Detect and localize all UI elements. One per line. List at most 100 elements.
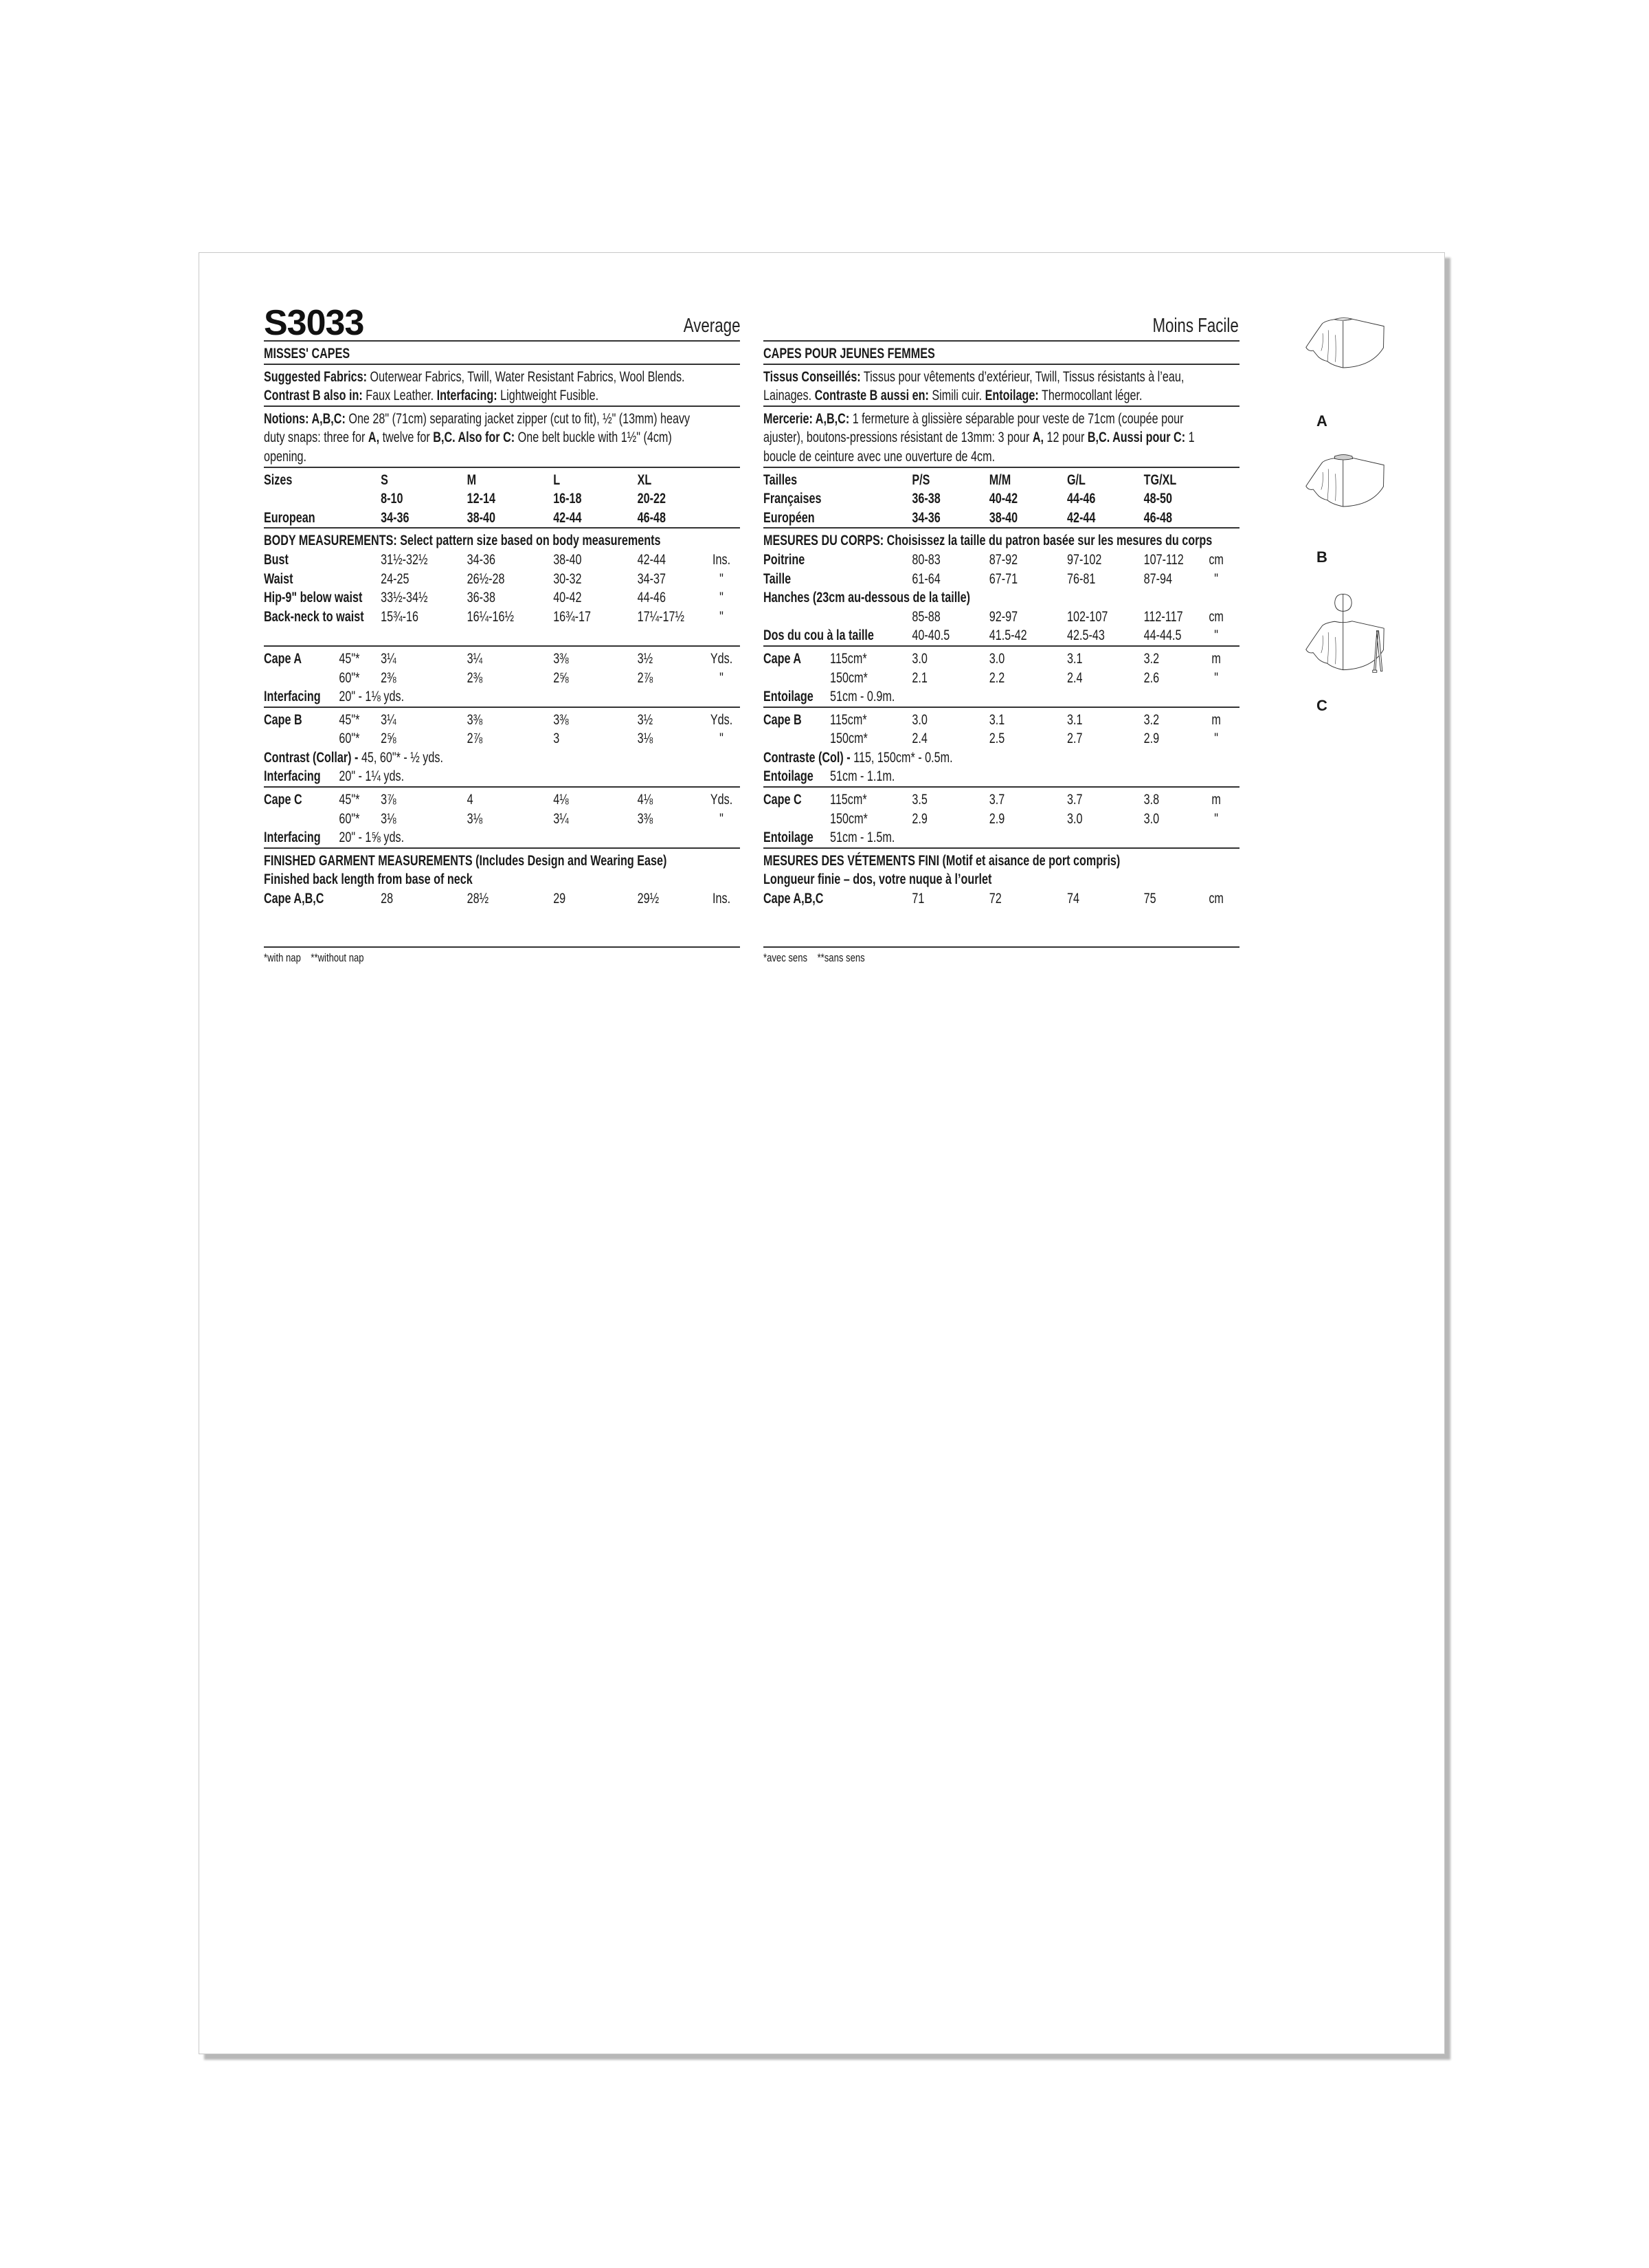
table-row bbox=[264, 626, 740, 645]
table-row: Mercerie: A,B,C: 1 fermeture à glissière… bbox=[763, 410, 1239, 429]
size-value-cell: 61-64 bbox=[912, 570, 941, 587]
unit-cell: m bbox=[1211, 711, 1221, 728]
size-value-cell: 3⅞ bbox=[381, 792, 396, 808]
section: Tissus Conseillés: Tissus pour vêtements… bbox=[763, 363, 1239, 405]
size-value-cell: 85-88 bbox=[912, 608, 941, 625]
size-value-cell: 38-40 bbox=[989, 509, 1018, 526]
text-segment: Longueur finie – dos, votre nuque à l’ou… bbox=[763, 871, 992, 888]
size-value-cell: M bbox=[467, 471, 477, 488]
size-value-cell: 42-44 bbox=[553, 509, 582, 526]
table-row: MISSES' CAPES bbox=[264, 344, 740, 364]
size-value-cell: 2.2 bbox=[989, 669, 1005, 686]
size-value-cell: 34-36 bbox=[912, 509, 941, 526]
section: Cape B 45"* 3¼ 3⅜ 3⅜ 3½ Yds. 60"* 2⅝ 2⅞ 3 3⅛ " Contra… bbox=[264, 706, 740, 786]
text-segment: Contraste B aussi en: bbox=[814, 388, 929, 404]
size-value-cell: 42-44 bbox=[637, 551, 666, 568]
text-segment: Outerwear Fabrics, Twill, Water Resistan… bbox=[367, 368, 685, 385]
section: Cape B 115cm* 3.0 3.1 3.1 3.2 m 150cm* 2.4 2.5 2.7… bbox=[763, 706, 1239, 786]
section: Tailles P/S M/M G/L TG/XL Françaises 36-38 40-4… bbox=[763, 466, 1239, 528]
size-value-cell: 3.1 bbox=[1066, 650, 1083, 667]
section: MESURES DU CORPS: Choisissez la taille d… bbox=[763, 527, 1239, 645]
table-row: duty snaps: three for A, twelve for B,C.… bbox=[264, 428, 740, 447]
size-value-cell: 2.4 bbox=[1066, 669, 1083, 686]
table-row: Contrast (Collar) - 45, 60"* - ½ yds. bbox=[264, 748, 740, 768]
table-row bbox=[763, 909, 1239, 928]
size-value-cell: 2.7 bbox=[1066, 731, 1083, 747]
size-value-cell: 20-22 bbox=[637, 491, 666, 507]
table-row: Cape C 115cm* 3.5 3.7 3.7 3.8 m bbox=[763, 790, 1239, 810]
unit-cell: " bbox=[1214, 669, 1218, 686]
table-row: Tailles P/S M/M G/L TG/XL bbox=[763, 471, 1239, 490]
row-label: Cape A bbox=[763, 650, 802, 667]
pattern-envelope-page bbox=[199, 252, 1445, 2054]
size-value-cell: 71 bbox=[912, 891, 925, 907]
row-label: Cape A,B,C bbox=[264, 891, 324, 907]
french-column: CAPES POUR JEUNES FEMMES Tissus Conseillé… bbox=[763, 340, 1239, 967]
unit-cell: Yds. bbox=[710, 650, 733, 667]
table-row: Contrast B also in: Faux Leather. Interf… bbox=[264, 386, 740, 405]
size-value-cell: 2.1 bbox=[912, 669, 928, 686]
text-segment: Contraste (Col) - bbox=[763, 749, 851, 766]
size-value-cell: 3⅛ bbox=[467, 810, 483, 827]
size-value-cell: 3½ bbox=[637, 711, 653, 728]
unit-cell: " bbox=[719, 590, 723, 606]
view-label-b: B bbox=[1316, 548, 1327, 566]
section: Suggested Fabrics: Outerwear Fabrics, Tw… bbox=[264, 363, 740, 405]
size-value-cell: 2.9 bbox=[912, 810, 928, 827]
section: Cape A 115cm* 3.0 3.0 3.1 3.2 m 150cm* 2.1 2.2 2.4… bbox=[763, 645, 1239, 707]
table-row: Cape B 115cm* 3.0 3.1 3.1 3.2 m bbox=[763, 711, 1239, 730]
size-value-cell: 3⅜ bbox=[553, 711, 569, 728]
text-segment: Lightweight Fusible. bbox=[497, 388, 599, 404]
text-segment: MESURES DU CORPS: Choisissez la taille d… bbox=[763, 533, 1213, 549]
text-segment: ajuster), boutons-pressions résistant de… bbox=[763, 430, 1033, 446]
table-row bbox=[264, 927, 740, 946]
size-value-cell: 3.0 bbox=[912, 650, 928, 667]
table-row: Sizes S M L XL bbox=[264, 471, 740, 490]
table-row: Hip-9" below waist 33½-34½ 36-38 40-42 44-46… bbox=[264, 588, 740, 608]
size-value-cell: 34-37 bbox=[637, 570, 666, 587]
size-value-cell: 3¼ bbox=[553, 810, 569, 827]
text-segment: Hanches (23cm au-dessous de la taille) bbox=[763, 590, 971, 606]
size-value-cell: 3⅛ bbox=[637, 731, 653, 747]
unit-cell: " bbox=[719, 810, 723, 827]
text-segment: B,C. Also for C: bbox=[433, 430, 515, 446]
size-value-cell: 40-42 bbox=[553, 590, 582, 606]
table-row: Back-neck to waist 15¾-16 16¼-16½ 16¾-17 17¼… bbox=[264, 608, 740, 627]
size-value-cell: 40-40.5 bbox=[912, 627, 950, 644]
size-value-cell: 38-40 bbox=[553, 551, 582, 568]
size-value-cell: 16¾-17 bbox=[553, 608, 592, 625]
footnote: *avec sens **sans sens bbox=[763, 946, 1239, 967]
unit-cell: cm bbox=[1209, 608, 1224, 625]
table-row: Dos du cou à la taille 40-40.5 41.5-42 42.5… bbox=[763, 626, 1239, 645]
table-row: Interfacing 20" - 1¼ yds. bbox=[264, 767, 740, 786]
table-row: Lainages. Contraste B aussi en: Simili c… bbox=[763, 386, 1239, 405]
table-row: FINISHED GARMENT MEASUREMENTS (Includes … bbox=[264, 852, 740, 871]
fabric-width-cell: 45"* bbox=[339, 650, 360, 667]
table-row: BODY MEASUREMENTS: Select pattern size b… bbox=[264, 531, 740, 551]
table-row: 150cm* 2.4 2.5 2.7 2.9 " bbox=[763, 729, 1239, 748]
unit-cell: m bbox=[1211, 650, 1221, 667]
text-segment: Lainages. bbox=[763, 388, 815, 404]
size-value-cell: 16¼-16½ bbox=[467, 608, 515, 625]
text-segment: Contrast (Collar) - bbox=[264, 749, 359, 766]
section: FINISHED GARMENT MEASUREMENTS (Includes … bbox=[264, 847, 740, 946]
table-row: boucle de ceinture avec une ouverture de… bbox=[763, 447, 1239, 467]
size-value-cell: 29½ bbox=[637, 891, 660, 907]
row-label: Interfacing bbox=[264, 768, 321, 785]
row-label: Françaises bbox=[763, 491, 822, 507]
text-segment: Faux Leather. bbox=[362, 388, 437, 404]
size-value-cell: 36-38 bbox=[912, 491, 941, 507]
fabric-width-cell: 60"* bbox=[339, 669, 360, 686]
row-label: Cape A bbox=[264, 650, 302, 667]
row-label: Bust bbox=[264, 551, 289, 568]
table-row: 60"* 2⅜ 2⅜ 2⅝ 2⅞ " bbox=[264, 669, 740, 688]
size-value-cell: 3.1 bbox=[1066, 711, 1083, 728]
size-value-cell: 44-44.5 bbox=[1143, 627, 1182, 644]
size-value-cell: 38-40 bbox=[467, 509, 496, 526]
text-segment: Contrast B also in: bbox=[264, 388, 363, 404]
row-label: Interfacing bbox=[264, 689, 321, 705]
text-segment: One 28" (71cm) separating jacket zipper … bbox=[345, 410, 691, 427]
table-row: Entoilage 51cm - 0.9m. bbox=[763, 687, 1239, 707]
size-value-cell: 92-97 bbox=[989, 608, 1018, 625]
unit-cell: " bbox=[1214, 627, 1218, 644]
